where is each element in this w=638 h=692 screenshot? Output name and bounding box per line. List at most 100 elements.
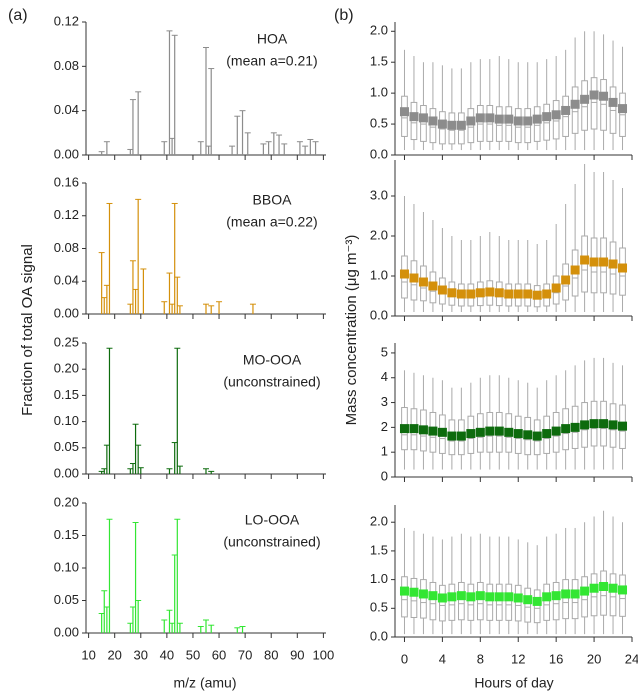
mean-marker xyxy=(418,589,428,599)
mean-marker xyxy=(580,255,590,265)
x-tick-label: 70 xyxy=(238,647,252,662)
mean-marker xyxy=(475,427,485,437)
mean-marker xyxy=(570,99,580,109)
box xyxy=(533,589,541,624)
y-tick-label: 2.0 xyxy=(370,23,388,38)
box xyxy=(467,583,475,621)
mean-marker xyxy=(428,281,438,291)
box xyxy=(420,579,427,619)
y-tick-label: 0.0 xyxy=(370,628,388,643)
y-tick-label: 1 xyxy=(381,444,388,459)
mean-marker xyxy=(504,427,514,437)
mean-marker xyxy=(456,289,466,299)
panel-label: (b) xyxy=(334,7,354,24)
series-note: (mean a=0.21) xyxy=(226,53,317,69)
y-tick-label: 0.12 xyxy=(54,13,79,28)
mean-marker xyxy=(399,107,409,117)
mean-marker xyxy=(532,431,542,441)
x-axis-label: Hours of day xyxy=(474,675,553,691)
mean-marker xyxy=(542,429,552,439)
y-tick-label: 4 xyxy=(381,369,388,384)
mean-marker xyxy=(570,589,580,599)
mean-marker xyxy=(409,112,419,122)
y-axis-label: Mass concentration (μg m⁻³) xyxy=(343,235,360,426)
mean-marker xyxy=(542,592,552,602)
x-tick-label: 24 xyxy=(625,651,638,666)
mean-marker xyxy=(437,427,447,437)
y-tick-label: 1.0 xyxy=(370,85,388,100)
series-note: (unconstrained) xyxy=(223,374,320,390)
box xyxy=(429,108,437,144)
box xyxy=(571,86,579,134)
y-tick-label: 0.08 xyxy=(54,58,79,73)
mean-marker xyxy=(561,275,571,285)
mean-marker xyxy=(542,289,552,299)
x-tick-label: 40 xyxy=(160,647,174,662)
mean-marker xyxy=(608,583,618,593)
mean-marker xyxy=(504,592,514,602)
mean-marker xyxy=(589,583,599,593)
mean-marker xyxy=(494,426,504,436)
mean-marker xyxy=(580,420,590,430)
series-note: (unconstrained) xyxy=(223,534,320,550)
mean-marker xyxy=(589,419,599,429)
series-label: BBOA xyxy=(253,192,293,208)
y-tick-label: 0.5 xyxy=(370,116,388,131)
mean-marker xyxy=(447,288,457,298)
box xyxy=(590,77,598,130)
mean-marker xyxy=(437,593,447,603)
box xyxy=(439,584,446,622)
box xyxy=(552,581,560,621)
mean-marker xyxy=(399,586,409,596)
mean-marker xyxy=(475,591,485,601)
series-label: HOA xyxy=(257,31,288,47)
x-tick-label: 0 xyxy=(401,651,408,666)
x-tick-label: 20 xyxy=(107,647,121,662)
x-tick-label: 60 xyxy=(212,647,226,662)
mean-marker xyxy=(447,431,457,441)
mean-marker xyxy=(428,116,438,126)
mean-marker xyxy=(456,591,466,601)
mean-marker xyxy=(589,90,599,100)
y-tick-label: 2.0 xyxy=(370,227,388,242)
x-tick-label: 90 xyxy=(290,647,304,662)
mean-marker xyxy=(428,426,438,436)
mean-marker xyxy=(513,116,523,126)
x-tick-label: 10 xyxy=(81,647,95,662)
mean-marker xyxy=(513,289,523,299)
box xyxy=(581,80,588,131)
mean-marker xyxy=(551,591,561,601)
mean-marker xyxy=(532,290,542,300)
mean-marker xyxy=(523,289,533,299)
mean-marker xyxy=(494,592,504,602)
mean-marker xyxy=(561,105,571,115)
mean-marker xyxy=(551,110,561,120)
mean-marker xyxy=(551,283,561,293)
mean-marker xyxy=(485,426,495,436)
mean-marker xyxy=(523,430,533,440)
box xyxy=(514,584,522,622)
mean-marker xyxy=(418,425,428,435)
series-note: (mean a=0.22) xyxy=(226,214,317,230)
mean-marker xyxy=(618,263,628,273)
mean-marker xyxy=(608,259,618,269)
x-tick-label: 12 xyxy=(511,651,525,666)
mean-marker xyxy=(466,592,476,602)
mean-marker xyxy=(485,592,495,602)
x-tick-label: 16 xyxy=(549,651,563,666)
mean-marker xyxy=(599,257,609,267)
mean-marker xyxy=(532,114,542,124)
box xyxy=(458,581,465,621)
x-tick-label: 20 xyxy=(587,651,601,666)
y-tick-label: 5 xyxy=(381,344,388,359)
mean-marker xyxy=(485,287,495,297)
box xyxy=(533,106,541,142)
box xyxy=(467,108,475,144)
y-tick-label: 3.0 xyxy=(370,187,388,202)
box xyxy=(429,581,437,621)
box xyxy=(571,579,579,620)
x-tick-label: 100 xyxy=(313,647,335,662)
mean-marker xyxy=(475,288,485,298)
y-tick-label: 0.10 xyxy=(54,559,79,574)
y-tick-label: 0.00 xyxy=(54,465,79,480)
